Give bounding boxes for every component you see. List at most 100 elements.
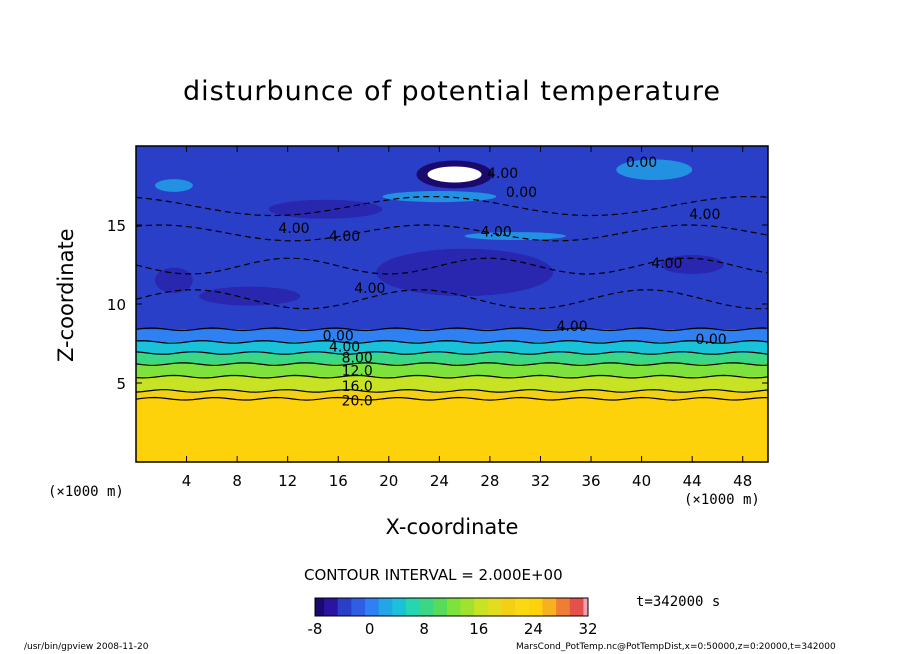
colorbar-cell-19: [401, 598, 407, 616]
colorbar-cell-9: [355, 598, 361, 616]
dashed-contour-2: [136, 196, 768, 217]
contour-label-1: 4.00: [487, 166, 518, 182]
colorbar-cell-11: [365, 598, 371, 616]
contour-line-2: [136, 351, 768, 355]
contour-label-15: 16.0: [342, 379, 373, 395]
contour-label-16: 20.0: [342, 393, 373, 409]
contour-label-3: 4.00: [689, 207, 720, 223]
contour-line-3: [136, 362, 768, 366]
colorbar: -8 0 8 16 24 32: [308, 597, 598, 638]
colorbar-cell-40: [497, 598, 503, 616]
dark-patch-3: [199, 286, 301, 306]
contour-label-6: 4.00: [481, 224, 512, 240]
footer-right: MarsCond_PotTemp.nc@PotTempDist,x=0:5000…: [516, 642, 836, 652]
light-patch-1: [154, 179, 193, 192]
x-tick-label-6: 28: [480, 472, 499, 490]
colorbar-cell-7: [346, 598, 352, 616]
white-blob: [427, 166, 482, 183]
colorbar-cell-53: [556, 598, 562, 616]
footer-left: /usr/bin/gpview 2008-11-20: [24, 642, 149, 652]
colorbar-cell-17: [392, 598, 398, 616]
contour-lines: [136, 196, 768, 401]
contour-label-7: 4.00: [651, 256, 682, 272]
colorbar-frame: [314, 597, 589, 617]
contour-labels: 0.004.000.004.004.00 4.00 4.004.004.004.00…: [278, 155, 726, 410]
colorbar-cell-51: [547, 598, 553, 616]
dashed-contour-0: [136, 289, 768, 310]
colorbar-cell-30: [451, 598, 457, 616]
contour-line-6: [136, 396, 768, 401]
dashed-contour-3: [136, 257, 768, 275]
colorbar-tick-label-4: 24: [524, 620, 543, 638]
y-axis-ticks: 5 10 15: [107, 217, 768, 393]
colorbar-cell-25: [428, 598, 434, 616]
contour-line-4: [136, 374, 768, 379]
colorbar-cell-48: [533, 598, 539, 616]
contour-line-5: [136, 388, 768, 393]
colorbar-cell-18: [396, 598, 402, 616]
colorbar-cell-3: [328, 598, 334, 616]
colorbar-cell-34: [469, 598, 475, 616]
time-label: t=342000 s: [636, 594, 721, 610]
contour-line-0: [136, 327, 768, 332]
colorbar-cell-35: [474, 598, 480, 616]
colorbar-cell-22: [415, 598, 421, 616]
colorbar-cell-10: [360, 598, 366, 616]
colorbar-cell-54: [560, 598, 566, 616]
dark-patch-1: [268, 199, 383, 219]
colorbar-cell-46: [524, 598, 530, 616]
colorbar-cell-20: [406, 598, 412, 616]
contour-label-9: 4.00: [556, 319, 587, 335]
colorbar-cell-16: [387, 598, 393, 616]
colorbar-cell-31: [456, 598, 462, 616]
colorbar-cell-1: [319, 598, 325, 616]
x-tick-label-4: 20: [379, 472, 398, 490]
x-tick-label-3: 16: [329, 472, 348, 490]
colorbar-tick-label-0: -8: [308, 620, 323, 638]
colorbar-cell-6: [342, 598, 348, 616]
field-layer-7: [136, 398, 768, 462]
colorbar-cell-42: [506, 598, 512, 616]
colorbar-cell-29: [446, 598, 452, 616]
colorbar-cell-50: [542, 598, 548, 616]
dark-patch-2: [376, 248, 554, 297]
x-tick-label-11: 48: [733, 472, 752, 490]
light-patch-2: [382, 191, 497, 203]
x-unit-left: (×1000 m): [48, 484, 124, 500]
colorbar-cell-33: [465, 598, 471, 616]
x-unit-right: (×1000 m): [684, 492, 760, 508]
contour-label-14: 12.0: [342, 363, 373, 379]
colorbar-cell-44: [515, 598, 521, 616]
colorbar-cell-56: [569, 598, 575, 616]
x-tick-label-5: 24: [430, 472, 449, 490]
y-axis-label: Z-coordinate: [54, 228, 78, 362]
dashed-contour-1: [136, 224, 768, 242]
colorbar-cell-15: [383, 598, 389, 616]
x-tick-label-0: 4: [182, 472, 192, 490]
colorbar-cell-4: [333, 598, 339, 616]
contour-line-1: [136, 340, 768, 344]
colorbar-cell-45: [519, 598, 525, 616]
colorbar-cell-8: [351, 598, 357, 616]
colorbar-cell-37: [483, 598, 489, 616]
colorbar-cell-55: [565, 598, 571, 616]
contour-label-0: 0.00: [626, 155, 657, 171]
contour-label-10: 0.00: [323, 329, 354, 345]
dark-patch-0: [154, 267, 193, 293]
light-patch-3: [464, 232, 566, 241]
contour-label-8: 4.00: [354, 281, 385, 297]
colorbar-cell-12: [369, 598, 375, 616]
colorbar-cell-57: [574, 598, 580, 616]
colorbar-cell-27: [437, 598, 443, 616]
colorbar-cell-36: [478, 598, 484, 616]
contour-label-12: 4.00: [329, 340, 360, 356]
contour-label-5: 4.00: [329, 229, 360, 245]
colorbar-tick-label-5: 32: [578, 620, 597, 638]
x-tick-label-9: 40: [632, 472, 651, 490]
colorbar-cell-26: [433, 598, 439, 616]
colorbar-cell-52: [551, 598, 557, 616]
colorbar-cell-43: [510, 598, 516, 616]
colorbar-cell-21: [410, 598, 416, 616]
colorbar-cell-13: [374, 598, 380, 616]
